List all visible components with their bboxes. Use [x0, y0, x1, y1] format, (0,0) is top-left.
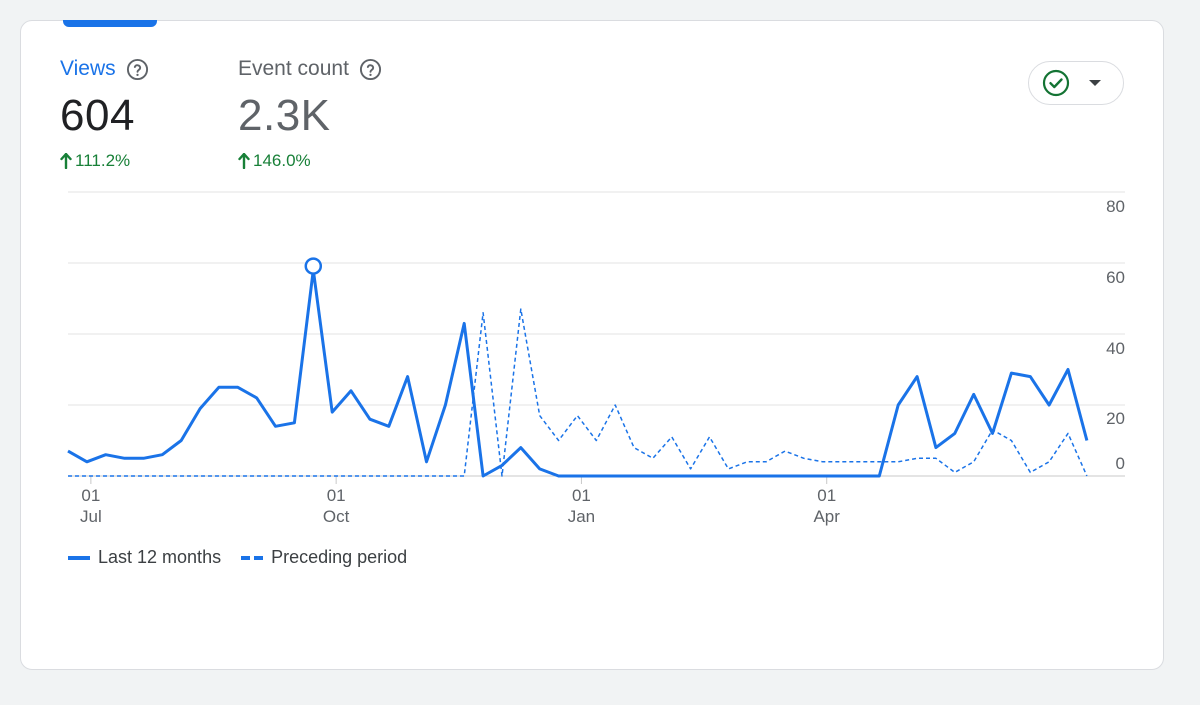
x-tick-month-label: Jul [80, 507, 102, 526]
y-tick-label: 0 [1116, 454, 1125, 473]
metric-change-value: 111.2% [75, 151, 131, 170]
legend-label: Preceding period [271, 547, 408, 567]
arrow-up-icon [238, 153, 250, 169]
series-line-last-12-months [67, 268, 1089, 478]
legend-swatch-solid [68, 555, 90, 560]
y-tick-label: 20 [1106, 409, 1125, 428]
highlight-point [304, 257, 323, 275]
metric-value: 2.3K [238, 91, 331, 140]
y-tick-label: 80 [1106, 197, 1125, 216]
metric-change-value: 146.0% [253, 151, 311, 170]
x-tick-day-label: 01 [817, 486, 836, 505]
chart-legend: Last 12 months Preceding period [68, 547, 417, 568]
legend-swatch-dashed [241, 555, 264, 560]
legend-item-preceding-period[interactable]: Preceding period [241, 547, 407, 568]
metric-views-tab[interactable]: Views 604 111.2% [60, 56, 149, 171]
legend-item-last-12-months[interactable]: Last 12 months [68, 547, 221, 568]
y-tick-label: 40 [1106, 339, 1125, 358]
selected-tab-indicator [63, 20, 157, 27]
series-line-preceding-period [68, 308, 1088, 477]
check-circle-icon [1042, 69, 1070, 97]
metric-label: Event count [238, 57, 349, 80]
metric-value: 604 [60, 91, 135, 140]
help-circle-icon[interactable] [126, 58, 149, 81]
caret-down-icon [1089, 80, 1101, 86]
y-tick-label: 60 [1106, 268, 1125, 287]
metric-change: 111.2% [60, 151, 149, 171]
metric-label: Views [60, 57, 116, 80]
x-tick-day-label: 01 [81, 486, 100, 505]
arrow-up-icon [60, 153, 72, 169]
x-tick-month-label: Jan [568, 507, 595, 526]
help-circle-icon[interactable] [359, 58, 382, 81]
x-tick-day-label: 01 [572, 486, 591, 505]
x-tick-month-label: Oct [323, 507, 350, 526]
views-report-card [20, 20, 1164, 670]
metric-event-count-tab[interactable]: Event count 2.3K 146.0% [238, 56, 382, 171]
metric-change: 146.0% [238, 151, 382, 171]
legend-label: Last 12 months [98, 547, 222, 567]
x-tick-month-label: Apr [813, 507, 840, 526]
x-tick-day-label: 01 [327, 486, 346, 505]
status-dropdown-button[interactable] [1028, 61, 1124, 105]
